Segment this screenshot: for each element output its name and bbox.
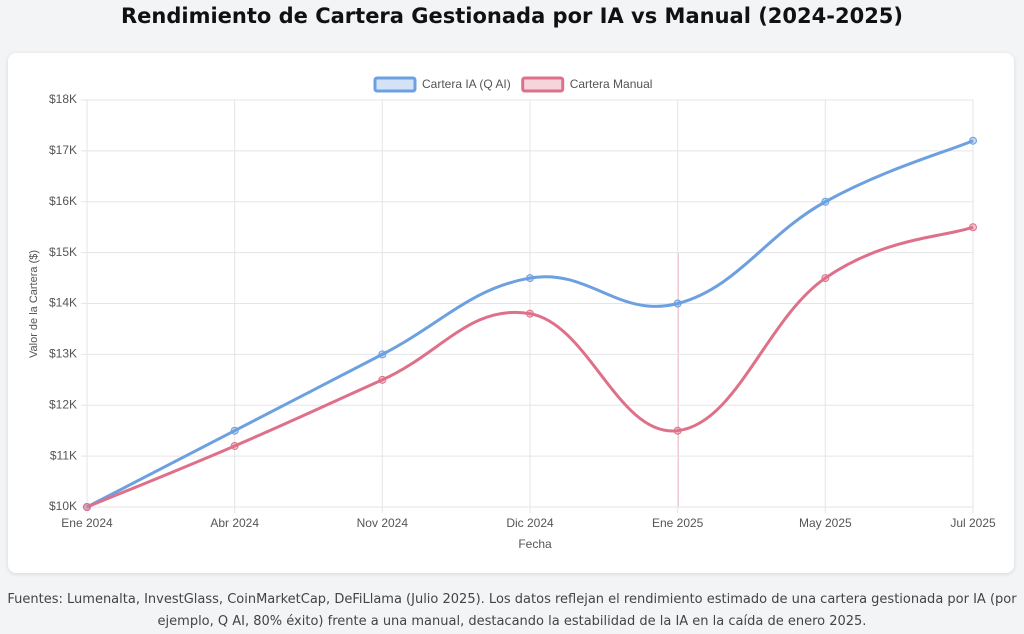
x-axis-title: Fecha bbox=[518, 537, 552, 551]
data-point bbox=[526, 274, 534, 283]
data-point bbox=[821, 197, 830, 206]
data-point bbox=[526, 309, 534, 318]
series-line bbox=[86, 225, 974, 509]
y-tick-label: $11K bbox=[50, 448, 77, 462]
y-tick-label: $17K bbox=[49, 143, 77, 157]
footer-note: Fuentes: Lumenalta, InvestGlass, CoinMar… bbox=[7, 592, 1017, 629]
series-line bbox=[86, 139, 974, 509]
legend-swatch bbox=[373, 76, 417, 93]
data-point bbox=[969, 223, 977, 232]
legend-item: Cartera Manual bbox=[521, 76, 653, 93]
y-tick-label: $13K bbox=[49, 347, 77, 361]
data-point bbox=[230, 441, 239, 450]
y-tick-label: $15K bbox=[49, 245, 77, 259]
page-title: Rendimiento de Cartera Gestionada por IA… bbox=[120, 4, 904, 28]
data-point bbox=[83, 503, 91, 511]
legend-label: Cartera Manual bbox=[570, 77, 653, 91]
x-tick-label: Dic 2024 bbox=[506, 516, 554, 530]
data-point bbox=[673, 299, 682, 308]
data-point bbox=[673, 426, 682, 435]
y-tick-label: $18K bbox=[49, 92, 77, 106]
x-tick-label: Ene 2025 bbox=[652, 516, 704, 530]
data-point bbox=[821, 274, 830, 283]
data-point bbox=[378, 375, 387, 384]
x-tick-label: May 2025 bbox=[799, 516, 852, 530]
chart: Fecha Valor de la Cartera ($) $10K $11K $1… bbox=[28, 76, 996, 551]
x-tick-label: Jul 2025 bbox=[950, 516, 996, 530]
data-point bbox=[378, 350, 387, 359]
y-tick-label: $16K bbox=[49, 194, 77, 208]
x-tick-label: Ene 2024 bbox=[61, 516, 113, 530]
x-tick-label: Nov 2024 bbox=[357, 516, 409, 530]
y-tick-label: $10K bbox=[49, 499, 77, 513]
data-point bbox=[969, 136, 977, 145]
y-tick-label: $14K bbox=[49, 296, 77, 310]
data-point bbox=[230, 426, 239, 435]
legend-swatch bbox=[521, 76, 565, 93]
y-axis-title: Valor de la Cartera ($) bbox=[28, 250, 40, 358]
legend-item: Cartera IA (Q AI) bbox=[373, 76, 511, 93]
x-tick-label: Abr 2024 bbox=[210, 516, 259, 530]
legend-label: Cartera IA (Q AI) bbox=[422, 77, 511, 91]
y-tick-label: $12K bbox=[49, 397, 77, 411]
